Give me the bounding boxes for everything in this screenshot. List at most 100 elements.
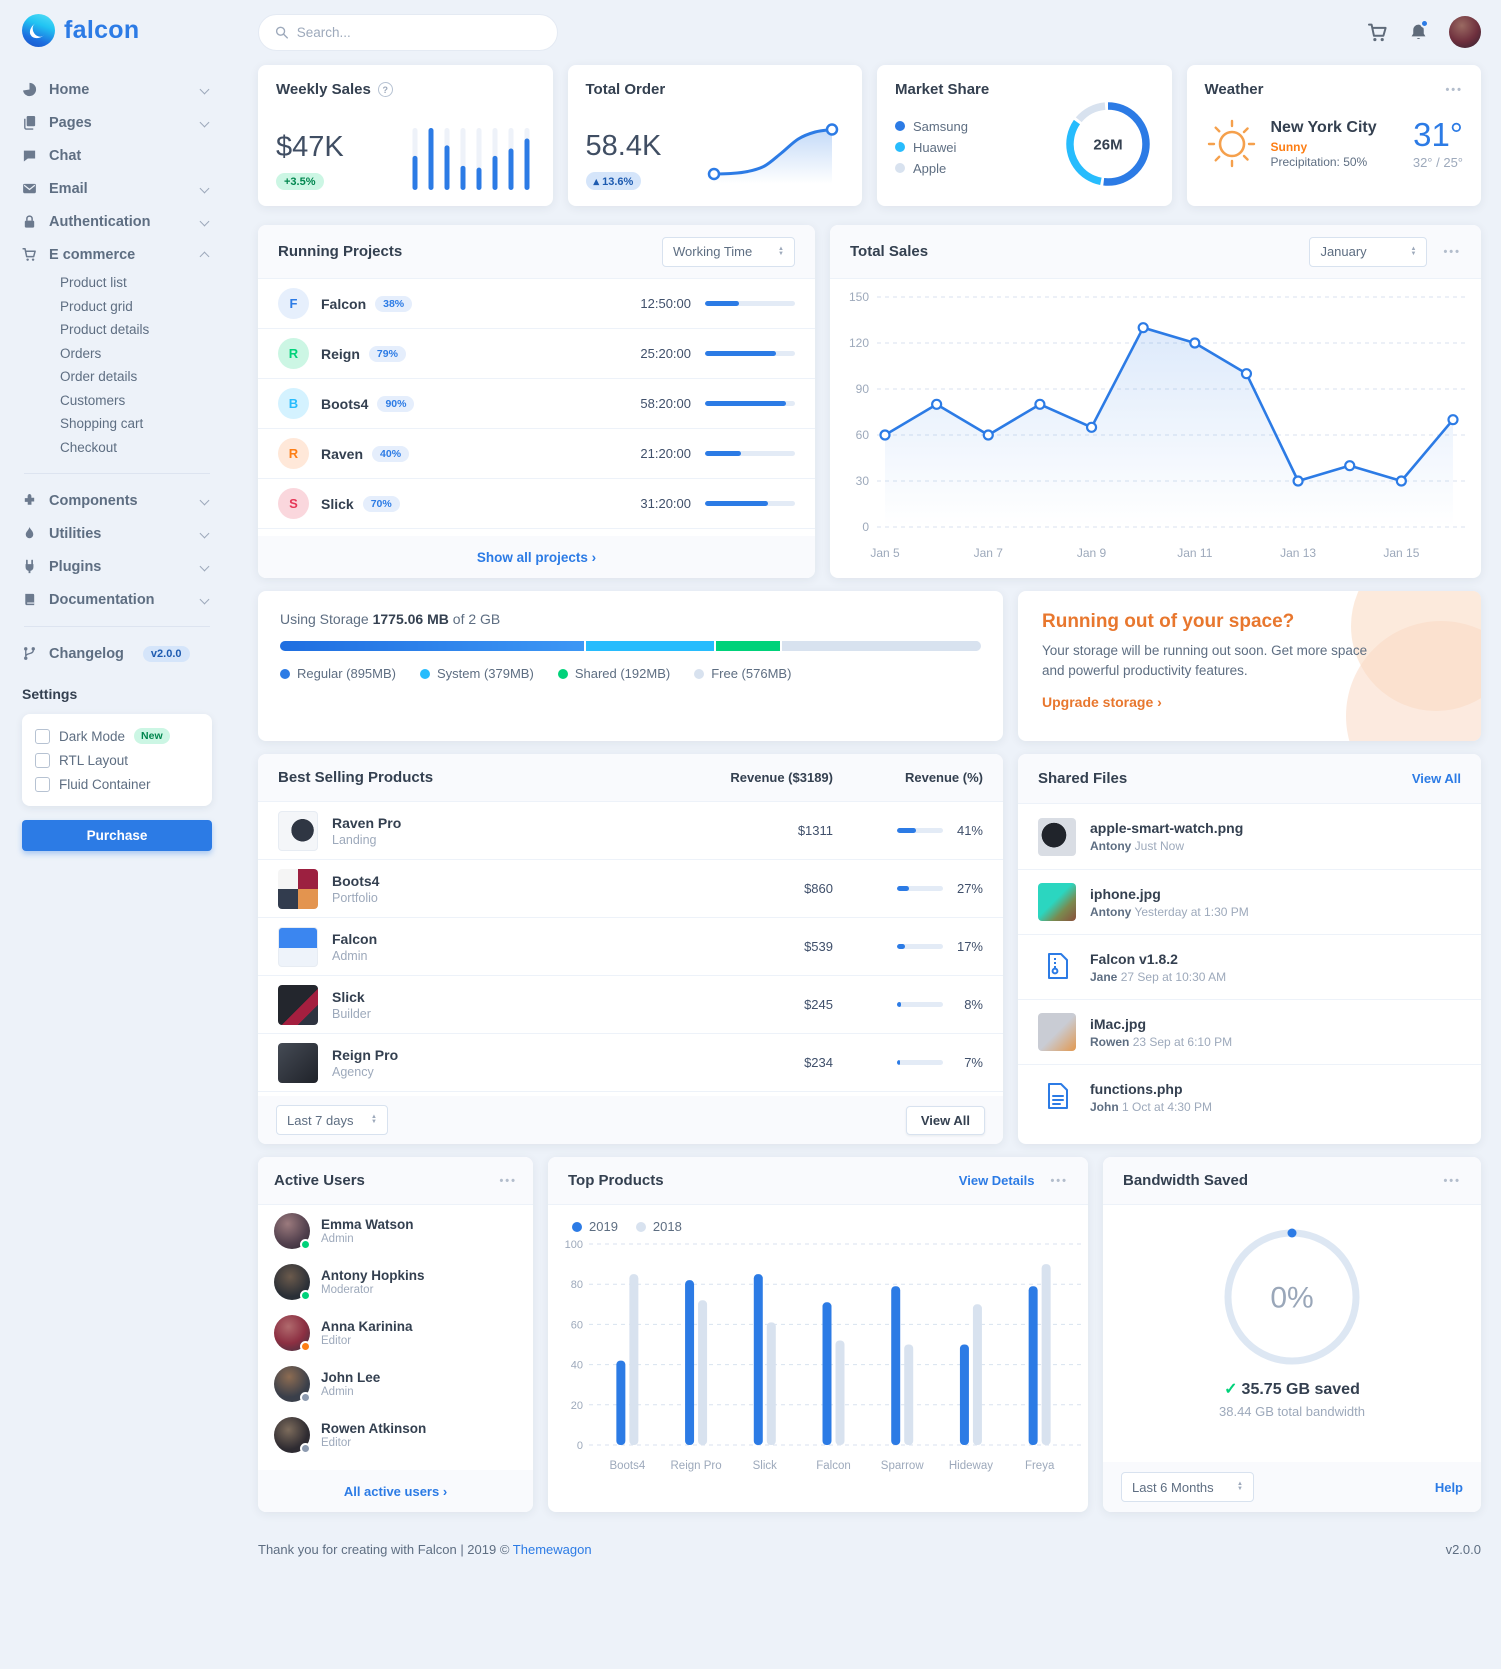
- dots-menu-icon[interactable]: •••: [1445, 83, 1463, 96]
- project-progress: [705, 401, 795, 406]
- product-info: Falcon Admin: [332, 931, 377, 963]
- sidebar-item-plugins[interactable]: Plugins: [22, 550, 212, 583]
- product-percent: 41%: [833, 823, 983, 838]
- checkbox-rtl-layout[interactable]: [35, 753, 50, 768]
- bell-icon[interactable]: [1408, 18, 1429, 43]
- product-info: Raven Pro Landing: [332, 815, 401, 847]
- purchase-button[interactable]: Purchase: [22, 820, 212, 851]
- sidebar-subitem-shopping-cart[interactable]: Shopping cart: [60, 416, 144, 431]
- active-user-row[interactable]: Antony Hopkins Moderator: [258, 1256, 533, 1307]
- working-time-select[interactable]: Working Time ▲ ▼: [662, 236, 795, 267]
- sidebar-item-changelog[interactable]: Changelog v2.0.0: [22, 637, 212, 670]
- product-row[interactable]: Slick Builder $245 8%: [258, 976, 1003, 1034]
- sidebar-subitem-product-grid[interactable]: Product grid: [60, 298, 133, 314]
- upgrade-storage-link[interactable]: Upgrade storage ›: [1042, 693, 1162, 710]
- project-name: Falcon: [321, 295, 367, 312]
- search-input[interactable]: [296, 24, 541, 40]
- legend-dot: [895, 163, 905, 173]
- active-user-row[interactable]: Rowen Atkinson Editor: [258, 1409, 533, 1460]
- view-all-button[interactable]: View All: [905, 1105, 985, 1135]
- project-row[interactable]: F Falcon 38% 12:50:00: [258, 279, 815, 329]
- brand-logo[interactable]: falcon: [22, 14, 212, 47]
- dots-menu-icon[interactable]: •••: [1443, 1174, 1461, 1187]
- all-active-users-link[interactable]: All active users ›: [258, 1470, 533, 1512]
- sidebar-item-components[interactable]: Components: [22, 484, 212, 517]
- sidebar-item-utilities[interactable]: Utilities: [22, 517, 212, 550]
- dots-menu-icon[interactable]: •••: [1443, 245, 1461, 258]
- shared-file-row[interactable]: iMac.jpg Rowen 23 Sep at 6:10 PM: [1018, 999, 1481, 1064]
- legend-dot: [895, 142, 905, 152]
- top-products-card: Top Products View Details ••• 2019 2018 0…: [548, 1157, 1088, 1512]
- sidebar-item-home[interactable]: Home: [22, 73, 212, 106]
- project-percent-badge: 79%: [368, 345, 406, 362]
- cart-icon[interactable]: [1367, 22, 1388, 43]
- sidebar-item-pages[interactable]: Pages: [22, 106, 212, 139]
- active-user-row[interactable]: Emma Watson Admin: [258, 1205, 533, 1256]
- show-all-projects-link[interactable]: Show all projects ›: [258, 536, 815, 578]
- product-category: Landing: [332, 832, 377, 847]
- revenue-pct-column-header: Revenue (%): [904, 770, 983, 785]
- themewagon-link[interactable]: Themewagon: [512, 1542, 592, 1557]
- svg-text:30: 30: [856, 474, 870, 488]
- storage-segment: [280, 641, 587, 651]
- help-icon[interactable]: ?: [377, 82, 393, 97]
- view-all-link[interactable]: View All: [1411, 771, 1461, 786]
- file-meta: Antony Just Now: [1090, 839, 1185, 853]
- product-category: Builder: [332, 1006, 371, 1021]
- project-avatar: R: [278, 338, 309, 369]
- sidebar-item-documentation[interactable]: Documentation: [22, 583, 212, 616]
- help-link[interactable]: Help: [1434, 1479, 1463, 1495]
- sidebar-item-authentication[interactable]: Authentication: [22, 205, 212, 238]
- checkbox-dark-mode[interactable]: [35, 728, 50, 744]
- sidebar-subitem-orders[interactable]: Orders: [60, 345, 102, 361]
- product-row[interactable]: Boots4 Portfolio $860 27%: [258, 860, 1003, 918]
- legend-label: Samsung: [913, 118, 968, 134]
- dots-menu-icon[interactable]: •••: [1050, 1174, 1068, 1187]
- checkbox-fluid-container[interactable]: [35, 777, 50, 792]
- legend-dot: [420, 668, 430, 679]
- project-progress: [705, 501, 795, 506]
- shared-file-row[interactable]: apple-smart-watch.png Antony Just Now: [1018, 804, 1481, 869]
- sidebar-item-label: Pages: [49, 114, 92, 131]
- last-6-months-select[interactable]: Last 6 Months ▲ ▼: [1121, 1472, 1254, 1502]
- user-avatar[interactable]: [1449, 16, 1481, 48]
- sidebar-item-label: Documentation: [49, 591, 155, 608]
- settings-heading: Settings: [22, 686, 78, 702]
- project-row[interactable]: R Reign 79% 25:20:00: [258, 329, 815, 379]
- project-time: 12:50:00: [640, 296, 691, 311]
- sidebar-item-e-commerce[interactable]: E commerce: [22, 238, 212, 271]
- shared-file-row[interactable]: iphone.jpg Antony Yesterday at 1:30 PM: [1018, 869, 1481, 934]
- user-name: Antony Hopkins: [321, 1267, 425, 1283]
- shared-file-row[interactable]: Falcon v1.8.2 Jane 27 Sep at 10:30 AM: [1018, 934, 1481, 999]
- legend-item: Apple: [895, 161, 968, 176]
- sidebar-item-email[interactable]: Email: [22, 172, 212, 205]
- percent-label: 7%: [964, 1055, 983, 1070]
- month-select[interactable]: January ▲ ▼: [1309, 236, 1428, 267]
- dots-menu-icon[interactable]: •••: [499, 1174, 517, 1187]
- active-user-row[interactable]: Anna Karinina Editor: [258, 1307, 533, 1358]
- product-row[interactable]: Falcon Admin $539 17%: [258, 918, 1003, 976]
- sidebar-subitem-product-details[interactable]: Product details: [60, 322, 150, 337]
- product-row[interactable]: Reign Pro Agency $234 7%: [258, 1034, 1003, 1092]
- sidebar-subitem-checkout[interactable]: Checkout: [60, 439, 118, 455]
- sidebar-subitem-customers[interactable]: Customers: [60, 392, 126, 408]
- svg-text:Hideway: Hideway: [949, 1460, 993, 1472]
- project-row[interactable]: S Slick 70% 31:20:00: [258, 479, 815, 529]
- project-row[interactable]: B Boots4 90% 58:20:00: [258, 379, 815, 429]
- sidebar-subitem-order-details[interactable]: Order details: [60, 369, 138, 384]
- view-details-link[interactable]: View Details: [958, 1173, 1035, 1188]
- file-meta: Antony Yesterday at 1:30 PM: [1090, 904, 1249, 919]
- weekly-sales-card: Weekly Sales ? $47K +3.5%: [258, 65, 553, 206]
- product-row[interactable]: Raven Pro Landing $1311 41%: [258, 802, 1003, 860]
- last-7-days-select[interactable]: Last 7 days ▲ ▼: [276, 1105, 388, 1135]
- shared-file-row[interactable]: functions.php John 1 Oct at 4:30 PM: [1018, 1064, 1481, 1129]
- svg-text:Jan 11: Jan 11: [1177, 546, 1212, 560]
- active-user-row[interactable]: John Lee Admin: [258, 1358, 533, 1409]
- chevron-down-icon: [199, 594, 210, 605]
- sidebar-subitem-product-list[interactable]: Product list: [60, 275, 127, 290]
- project-avatar: S: [278, 488, 309, 519]
- project-row[interactable]: R Raven 40% 21:20:00: [258, 429, 815, 479]
- project-list: F Falcon 38% 12:50:00 R Reign 79% 25:20:00 B Boot…: [258, 279, 815, 529]
- sidebar-item-chat[interactable]: Chat: [22, 139, 212, 172]
- file-name: apple-smart-watch.png: [1090, 820, 1244, 836]
